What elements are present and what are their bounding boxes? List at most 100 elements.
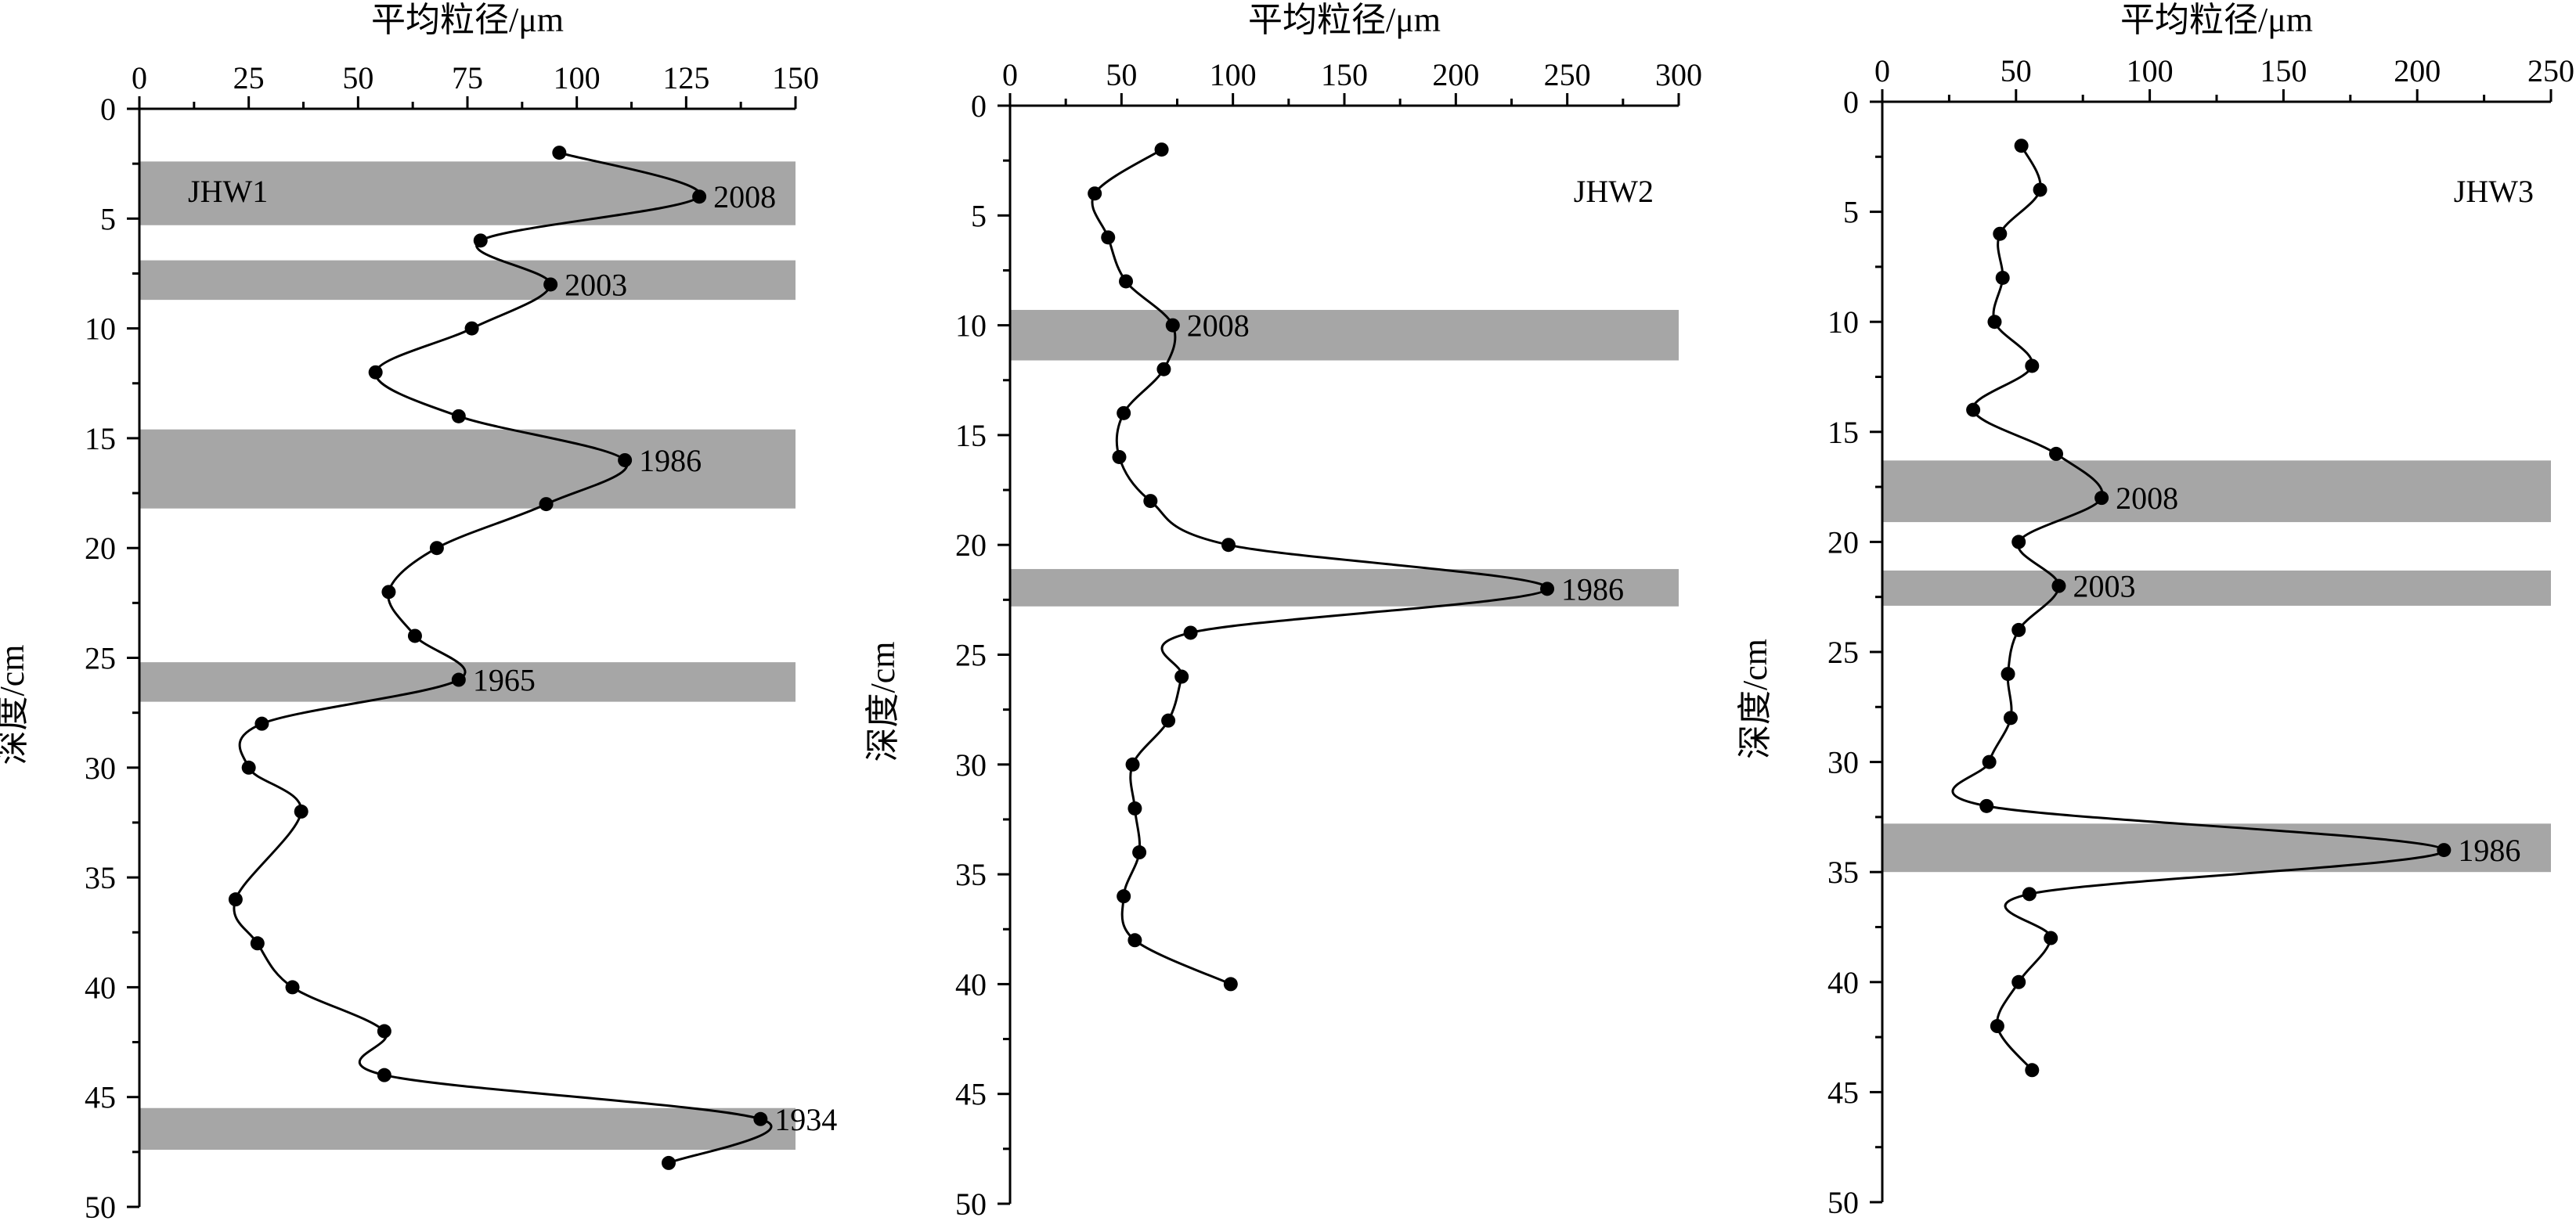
data-point <box>2051 578 2066 593</box>
data-point <box>451 672 466 687</box>
data-point <box>473 233 488 248</box>
data-point <box>377 1068 391 1082</box>
data-point <box>1156 362 1171 376</box>
data-point <box>1995 270 2010 285</box>
shaded-band <box>139 260 796 301</box>
data-point <box>2025 358 2040 373</box>
data-point <box>1165 318 1180 333</box>
x-tick-label: 25 <box>233 60 265 95</box>
x-tick-label: 50 <box>342 60 373 95</box>
data-point <box>1117 405 1131 420</box>
y-tick-label: 40 <box>85 970 116 1005</box>
band-year-label: 2008 <box>1187 308 1250 344</box>
y-tick-label: 15 <box>1827 415 1859 450</box>
band-year-label: 2008 <box>713 179 776 214</box>
shaded-band <box>139 429 796 509</box>
panel-label: JHW1 <box>188 174 268 209</box>
data-point <box>1221 538 1236 553</box>
shaded-band <box>1010 569 1679 607</box>
y-tick-label: 20 <box>85 531 116 566</box>
shaded-band <box>1882 570 2551 606</box>
x-tick-label: 0 <box>1002 57 1018 92</box>
data-point <box>2437 843 2452 858</box>
chart-panel-2: 0 50 100 150 200 250 300 0 5 10 15 20 25 30 35 40 45 50 平均… <box>864 1 1702 1222</box>
x-tick-label: 300 <box>1655 57 1702 92</box>
data-point <box>2014 139 2029 153</box>
data-point <box>1154 142 1169 157</box>
data-point <box>285 980 300 995</box>
data-point <box>2025 1063 2040 1078</box>
data-point <box>1223 977 1238 992</box>
data-point <box>1993 226 2008 241</box>
y-tick-label: 20 <box>955 528 987 563</box>
shaded-band <box>139 662 796 702</box>
x-tick-label: 150 <box>2260 53 2307 88</box>
data-point <box>1112 449 1127 464</box>
band-year-label: 1986 <box>1561 571 1624 607</box>
y-tick-label: 45 <box>1827 1075 1859 1110</box>
data-point <box>254 716 269 731</box>
band-year-label: 2008 <box>2116 481 2178 516</box>
data-point <box>381 585 396 600</box>
x-tick-label: 200 <box>2394 53 2441 88</box>
y-tick-label: 10 <box>955 308 987 344</box>
y-tick-label: 45 <box>955 1077 987 1112</box>
x-tick-label: 75 <box>452 60 483 95</box>
shaded-band <box>139 1107 796 1151</box>
data-point <box>241 760 256 775</box>
data-point <box>552 146 567 160</box>
data-point <box>539 497 554 512</box>
data-point <box>1982 754 1997 769</box>
x-tick-label: 200 <box>1432 57 1479 92</box>
data-point <box>1119 274 1134 289</box>
data-point <box>228 892 243 907</box>
data-point <box>2033 182 2047 197</box>
y-tick-label: 0 <box>1843 85 1859 120</box>
chart-panel-3: 0 50 100 150 200 250 0 5 10 15 20 25 30 35 40 45 50 平均粒径/… <box>1736 1 2574 1220</box>
y-tick-label: 25 <box>1827 635 1859 670</box>
x-tick-label: 250 <box>1544 57 1591 92</box>
data-point <box>1101 230 1116 245</box>
data-point <box>250 936 265 951</box>
data-point <box>377 1024 391 1039</box>
y-axis-title: 深度/cm <box>1736 639 1774 759</box>
x-axis-title: 平均粒径/μm <box>2120 1 2313 39</box>
band-year-label: 2003 <box>565 267 627 302</box>
x-tick-label: 50 <box>2001 53 2032 88</box>
x-tick-label: 100 <box>1210 57 1257 92</box>
data-point <box>294 804 308 819</box>
y-tick-label: 40 <box>955 967 987 1002</box>
data-point <box>1132 845 1147 860</box>
data-point <box>1161 713 1176 728</box>
x-tick-label: 0 <box>1874 53 1890 88</box>
series-line <box>1951 145 2445 1071</box>
data-point <box>543 277 558 292</box>
band-year-label: 1986 <box>2458 833 2520 868</box>
x-tick-label: 50 <box>1106 57 1137 92</box>
x-tick-label: 150 <box>1321 57 1368 92</box>
data-point <box>1540 582 1555 596</box>
band-year-label: 1934 <box>774 1102 837 1137</box>
data-point <box>2011 974 2026 989</box>
y-tick-label: 50 <box>85 1190 116 1224</box>
data-point <box>2049 446 2064 461</box>
y-tick-label: 40 <box>1827 965 1859 1000</box>
y-tick-label: 30 <box>85 751 116 786</box>
y-tick-label: 45 <box>85 1080 116 1115</box>
data-point <box>753 1111 768 1126</box>
x-axis-title: 平均粒径/μm <box>371 1 564 39</box>
data-point <box>1966 402 1981 417</box>
data-point <box>2001 667 2015 682</box>
data-point <box>618 452 633 467</box>
data-point <box>2022 887 2037 902</box>
data-point <box>2094 491 2109 506</box>
y-tick-label: 50 <box>955 1187 987 1222</box>
data-point <box>2011 622 2026 637</box>
x-axis-title: 平均粒径/μm <box>1248 1 1441 39</box>
y-tick-label: 35 <box>85 860 116 895</box>
data-point <box>368 365 383 380</box>
x-tick-label: 0 <box>132 60 147 95</box>
y-tick-label: 25 <box>955 638 987 673</box>
